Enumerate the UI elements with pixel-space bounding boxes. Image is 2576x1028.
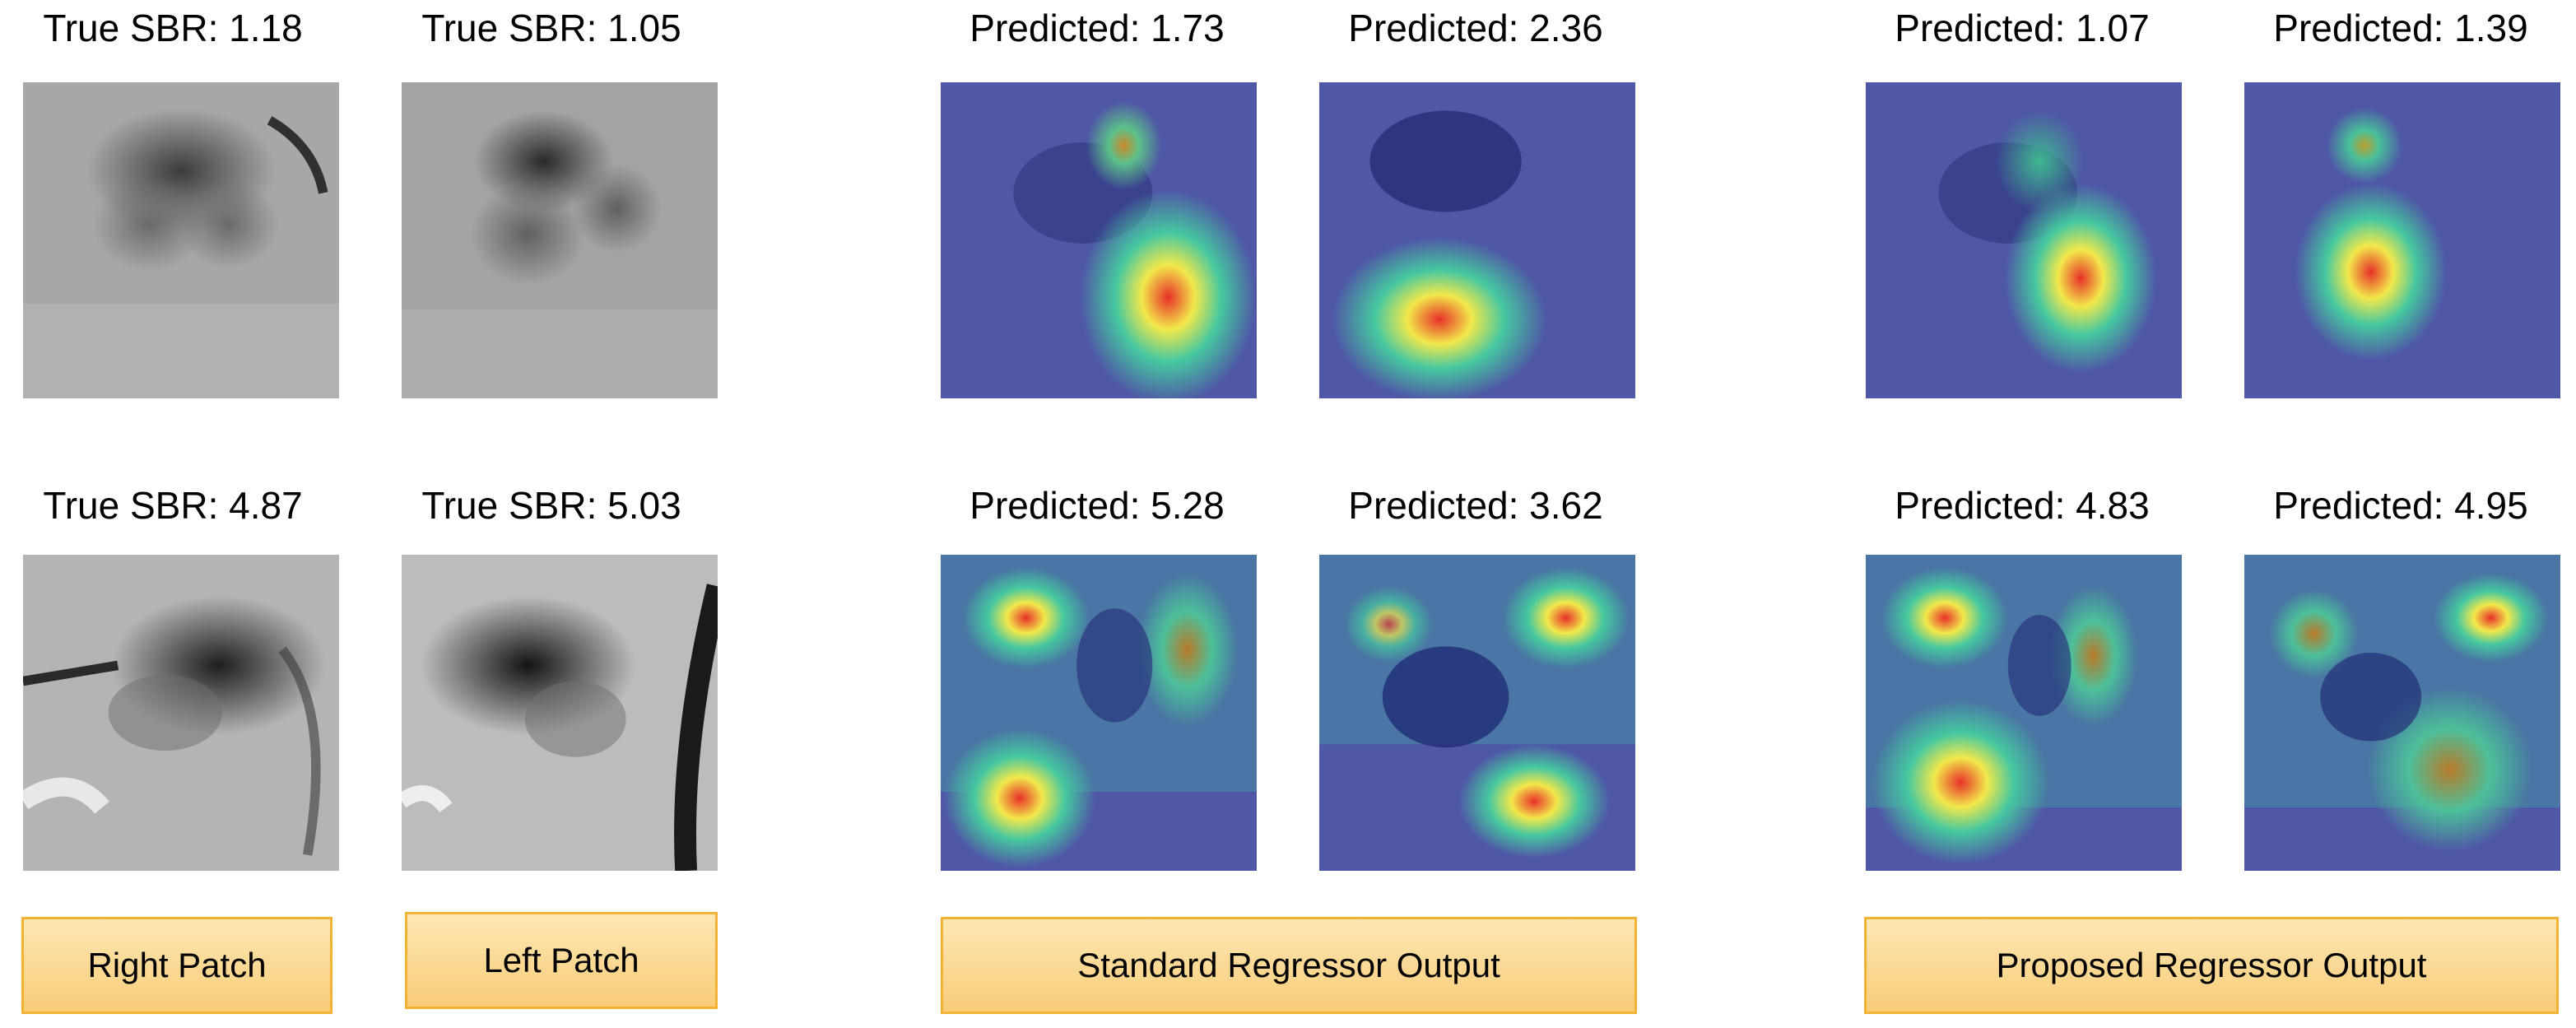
label-r1-c1: True SBR: 1.18 <box>43 7 303 49</box>
heatmap-proposed-left-r2 <box>2244 555 2560 871</box>
label-r1-c5: Predicted: 1.07 <box>1895 7 2150 49</box>
mri-left-patch-r1 <box>402 82 718 398</box>
label-r2-c2: True SBR: 5.03 <box>421 484 681 527</box>
caption-right-patch: Right Patch <box>21 917 332 1014</box>
heatmap-standard-left-r2 <box>1319 555 1635 871</box>
label-r2-c5: Predicted: 4.83 <box>1895 484 2150 527</box>
label-r2-c6: Predicted: 4.95 <box>2273 484 2528 527</box>
heatmap-proposed-right-r1 <box>1866 82 2182 398</box>
label-r2-c1: True SBR: 4.87 <box>43 484 303 527</box>
heatmap-standard-right-r2 <box>941 555 1257 871</box>
caption-left-patch: Left Patch <box>405 912 718 1009</box>
label-r1-c2: True SBR: 1.05 <box>421 7 681 49</box>
heatmap-proposed-right-r2 <box>1866 555 2182 871</box>
mri-right-patch-r2 <box>23 555 339 871</box>
mri-right-patch-r1 <box>23 82 339 398</box>
heatmap-standard-right-r1 <box>941 82 1257 398</box>
label-r2-c4: Predicted: 3.62 <box>1348 484 1603 527</box>
label-r1-c3: Predicted: 1.73 <box>969 7 1225 49</box>
heatmap-proposed-left-r1 <box>2244 82 2560 398</box>
caption-standard-regressor: Standard Regressor Output <box>941 917 1637 1014</box>
heatmap-standard-left-r1 <box>1319 82 1635 398</box>
caption-proposed-regressor: Proposed Regressor Output <box>1864 917 2559 1014</box>
label-r1-c6: Predicted: 1.39 <box>2273 7 2528 49</box>
label-r2-c3: Predicted: 5.28 <box>969 484 1225 527</box>
label-r1-c4: Predicted: 2.36 <box>1348 7 1603 49</box>
mri-left-patch-r2 <box>402 555 718 871</box>
